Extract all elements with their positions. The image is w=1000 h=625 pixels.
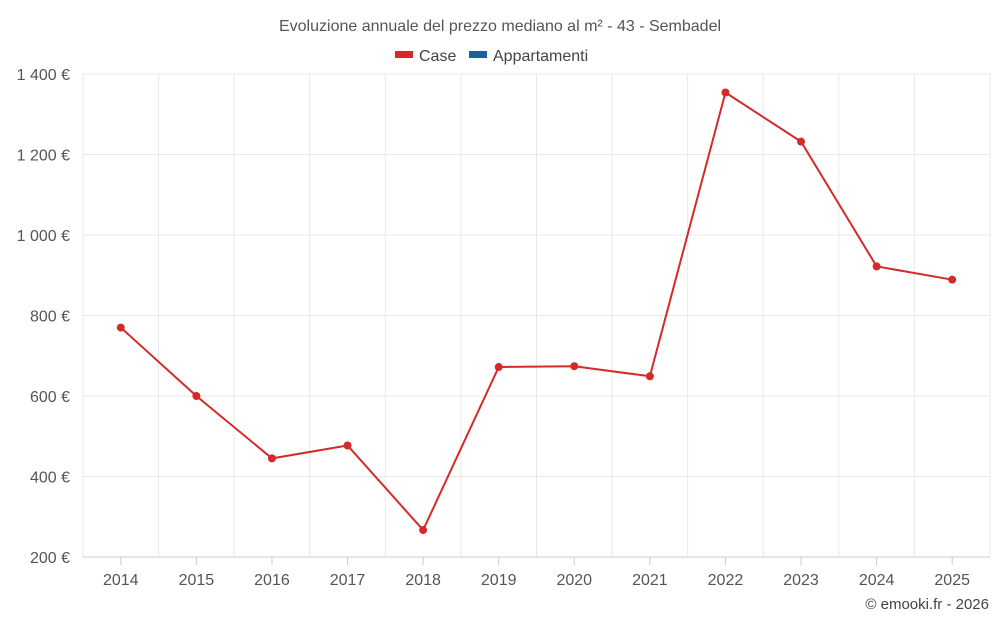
x-tick-label: 2015 [179,572,215,589]
x-tick-label: 2023 [783,572,819,589]
data-point-2018[interactable] [419,526,428,535]
legend: Case Appartamenti [395,48,588,65]
y-tick-label: 800 € [30,309,70,326]
x-tick-label: 2018 [405,572,441,589]
legend-label-appartamenti[interactable]: Appartamenti [493,48,588,65]
data-point-2015[interactable] [192,392,201,400]
legend-swatch-appartamenti [469,51,487,58]
x-tick-label: 2014 [103,572,139,589]
x-tick-label: 2025 [934,572,970,589]
series-case [116,88,957,535]
data-point-2023[interactable] [797,137,806,146]
legend-swatch-case [395,51,413,58]
x-tick-label: 2020 [556,572,592,589]
data-point-2014[interactable] [116,323,125,332]
x-tick-label: 2024 [859,572,895,589]
chart-title: Evoluzione annuale del prezzo mediano al… [279,18,721,35]
y-tick-label: 1 200 € [17,148,70,165]
y-tick-label: 400 € [30,470,70,487]
y-tick-label: 200 € [30,550,70,567]
data-point-2019[interactable] [494,363,503,372]
x-tick-label: 2022 [708,572,744,589]
y-tick-label: 1 000 € [17,228,70,245]
credit-text: © emooki.fr - 2026 [865,596,989,613]
data-point-2017[interactable] [343,441,352,450]
y-tick-label: 600 € [30,389,70,406]
legend-label-case[interactable]: Case [419,48,456,65]
x-tick-label: 2021 [632,572,668,589]
y-tick-label: 1 400 € [17,67,70,84]
x-axis: 2014 2015 2016 2017 2018 2019 2020 2021 2022 2023… [83,556,990,589]
data-point-2025[interactable] [948,275,957,284]
data-point-2020[interactable] [570,362,579,371]
series-line-case [120,90,953,532]
y-axis: 200 € 400 € 600 € 800 € 1 000 € 1 200 € 1 400 … [17,67,70,567]
data-point-2021[interactable] [645,372,654,381]
data-point-2016[interactable] [267,454,276,463]
x-tick-label: 2017 [330,572,366,589]
data-point-2024[interactable] [872,262,881,271]
x-tick-label: 2016 [254,572,290,589]
x-tick-label: 2019 [481,572,517,589]
grid [82,73,991,557]
data-point-2022[interactable] [721,88,730,97]
